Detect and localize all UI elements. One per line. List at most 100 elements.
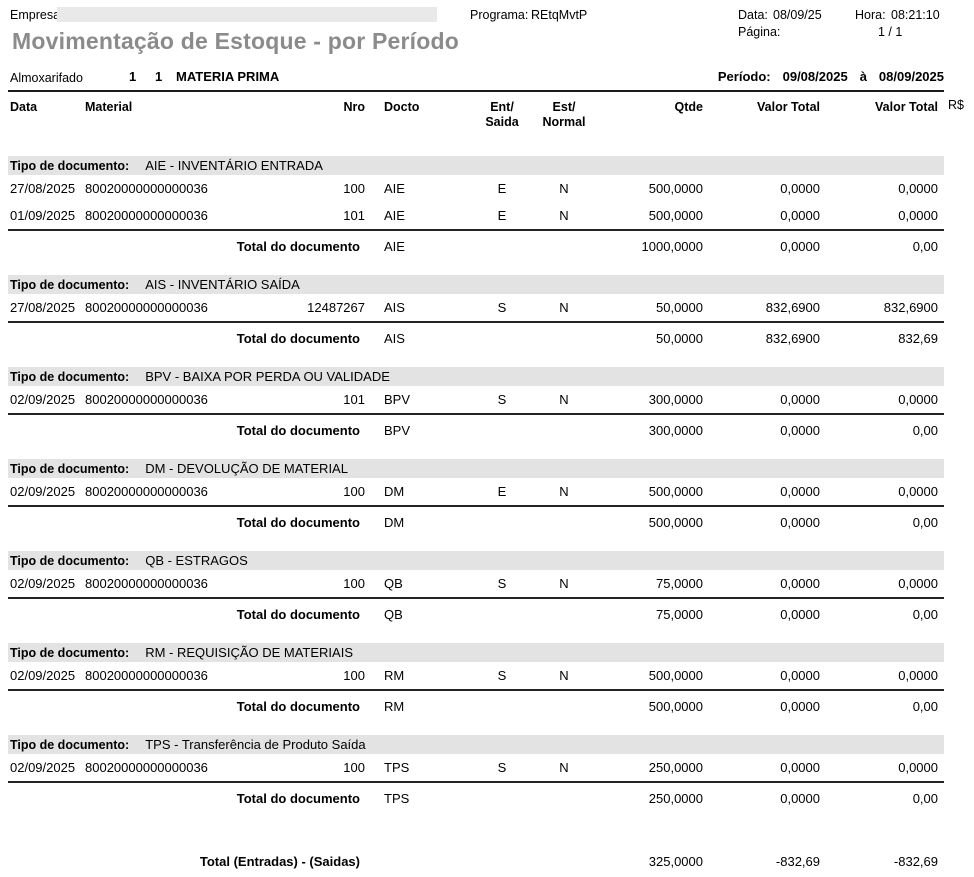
tipo-documento-label: Tipo de documento: [10,159,130,173]
section-total-row: Total do documento DM 500,0000 0,0000 0,00 [8,505,944,538]
col-header-vt1: Valor Total [709,90,826,143]
cell-est: N [559,668,569,683]
almoxarifado-code1: 1 [129,69,137,84]
cell-est: N [559,484,569,499]
periodo-group: Período: 09/08/2025 à 08/09/2025 [718,69,944,84]
col-header-rs: R$ [948,98,964,112]
cell-docto: AIE [384,181,405,196]
spacer-row [8,446,944,459]
total-docto: TPS [368,781,470,814]
cell-est: N [559,576,569,591]
total-vt1: 0,0000 [709,505,826,538]
cell-qtde: 500,0000 [648,181,703,196]
total-vt2: 0,00 [826,781,944,814]
total-vt1: 0,0000 [709,781,826,814]
cell-vt1: 0,0000 [780,392,820,407]
total-vt2: 0,00 [826,229,944,262]
cell-vt2: 0,0000 [898,576,938,591]
col-header-est: Est/Normal [534,90,594,143]
cell-data: 01/09/2025 [10,208,76,223]
cell-nro: 100 [343,576,365,591]
pagina-label: Página: [738,25,781,39]
cell-material: 80020000000000036 [85,392,208,407]
grand-total-docto [368,846,470,877]
section-header: Tipo de documento: RM - REQUISIÇÃO DE MAT… [8,643,944,662]
section-total-row: Total do documento RM 500,0000 0,0000 0,00 [8,689,944,722]
cell-qtde: 500,0000 [648,208,703,223]
cell-vt2: 832,6900 [883,300,938,315]
section-total-row: Total do documento BPV 300,0000 0,0000 0,00 [8,413,944,446]
cell-qtde: 500,0000 [648,484,703,499]
section-total-row: Total do documento TPS 250,0000 0,0000 0,00 [8,781,944,814]
section-header-cell: Tipo de documento: BPV - BAIXA POR PERDA … [8,367,944,386]
grand-total-vt1: -832,69 [775,854,820,869]
cell-material: 80020000000000036 [85,484,208,499]
periodo-to: 08/09/2025 [878,69,944,84]
spacer-cell [8,538,944,551]
cell-material: 80020000000000036 [85,760,208,775]
cell-est: N [559,181,569,196]
cell-material: 80020000000000036 [85,668,208,683]
cell-ent: S [497,668,507,683]
col-header-ent: Ent/Saida [470,90,534,143]
grand-total-qtde: 325,0000 [648,854,703,869]
cell-ent: S [497,760,507,775]
almoxarifado-label: Almoxarifado [10,71,83,85]
cell-vt1: 0,0000 [780,760,820,775]
spacer-row [8,722,944,735]
total-ent [470,413,534,446]
programa-value: REtqMvtP [531,8,588,22]
cell-data: 02/09/2025 [10,576,76,591]
cell-qtde: 250,0000 [648,760,703,775]
tipo-documento-label: Tipo de documento: [10,554,130,568]
col-header-nro: Nro [272,90,368,143]
tipo-documento-value: TPS - Transferência de Produto Saída [145,737,366,752]
total-est [534,781,594,814]
spacer-row [8,262,944,275]
total-vt2: 0,00 [826,505,944,538]
cell-data: 02/09/2025 [10,668,76,683]
spacer-cell [8,354,944,367]
cell-data: 27/08/2025 [10,300,76,315]
tipo-documento-label: Tipo de documento: [10,278,130,292]
tipo-documento-value: QB - ESTRAGOS [145,553,248,568]
col-header-data: Data [8,90,84,143]
total-docto: DM [368,505,470,538]
table-row: 27/08/2025 80020000000000036 100 AIE E N 500,0… [8,175,944,202]
section-total-row: Total do documento QB 75,0000 0,0000 0,00 [8,597,944,630]
cell-docto: DM [384,484,405,499]
spacer-cell [8,722,944,735]
tipo-documento-value: DM - DEVOLUÇÃO DE MATERIAL [145,461,348,476]
tipo-documento-value: RM - REQUISIÇÃO DE MATERIAIS [145,645,353,660]
cell-nro: 101 [343,392,365,407]
cell-nro: 100 [343,760,365,775]
spacer-row [8,814,944,846]
total-label: Total do documento [8,781,368,814]
total-ent [470,689,534,722]
total-ent [470,321,534,354]
cell-ent: E [497,484,507,499]
total-label: Total do documento [8,321,368,354]
data-label: Data: [738,8,768,22]
total-qtde: 50,0000 [594,321,709,354]
section-header: Tipo de documento: TPS - Transferência de… [8,735,944,754]
cell-ent: S [497,576,507,591]
cell-nro: 12487267 [307,300,365,315]
cell-est: N [559,392,569,407]
cell-data: 02/09/2025 [10,392,76,407]
total-ent [470,229,534,262]
grand-total-est [534,846,594,877]
data-value: 08/09/25 [773,8,822,22]
cell-vt2: 0,0000 [898,668,938,683]
cell-data: 02/09/2025 [10,760,76,775]
cell-ent: E [497,181,507,196]
cell-nro: 101 [343,208,365,223]
total-est [534,229,594,262]
total-ent [470,505,534,538]
total-est [534,413,594,446]
page-title: Movimentação de Estoque - por Período [12,28,460,54]
spacer-row [8,630,944,643]
tipo-documento-label: Tipo de documento: [10,646,130,660]
grand-total-row: Total (Entradas) - (Saidas) 325,0000 -832,… [8,846,944,877]
empresa-label: Empresa: [10,8,64,22]
